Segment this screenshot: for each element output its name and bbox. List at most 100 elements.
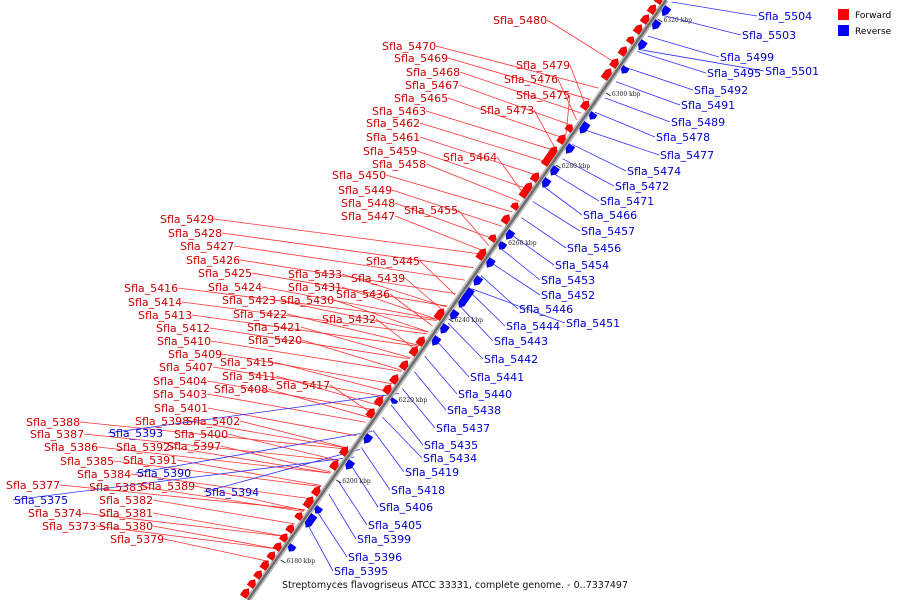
- gene-label-sfla-5449[interactable]: Sfla_5449: [338, 184, 392, 197]
- gene-label-sfla-5425[interactable]: Sfla_5425: [198, 267, 252, 280]
- gene-label-sfla-5437[interactable]: Sfla_5437: [436, 422, 490, 435]
- gene-label-sfla-5401[interactable]: Sfla_5401: [154, 402, 208, 415]
- gene-label-sfla-5380[interactable]: Sfla_5380: [99, 520, 153, 533]
- gene-label-sfla-5403[interactable]: Sfla_5403: [153, 388, 207, 401]
- gene-label-sfla-5429[interactable]: Sfla_5429: [160, 213, 214, 226]
- gene-label-sfla-5470[interactable]: Sfla_5470: [382, 40, 436, 53]
- gene-label-sfla-5398[interactable]: Sfla_5398: [135, 415, 189, 428]
- gene-label-sfla-5430[interactable]: Sfla_5430: [280, 294, 334, 307]
- gene-label-sfla-5466[interactable]: Sfla_5466: [583, 209, 637, 222]
- gene-label-sfla-5385[interactable]: Sfla_5385: [60, 455, 114, 468]
- gene-label-sfla-5418[interactable]: Sfla_5418: [391, 484, 445, 497]
- gene-label-sfla-5420[interactable]: Sfla_5420: [248, 334, 302, 347]
- gene-label-sfla-5421[interactable]: Sfla_5421: [247, 321, 301, 334]
- gene-label-sfla-5386[interactable]: Sfla_5386: [44, 441, 98, 454]
- gene-label-sfla-5377[interactable]: Sfla_5377: [6, 479, 60, 492]
- gene-label-sfla-5402[interactable]: Sfla_5402: [186, 415, 240, 428]
- gene-label-sfla-5443[interactable]: Sfla_5443: [494, 335, 548, 348]
- gene-label-sfla-5410[interactable]: Sfla_5410: [157, 335, 211, 348]
- gene-label-sfla-5439[interactable]: Sfla_5439: [351, 272, 405, 285]
- gene-label-sfla-5440[interactable]: Sfla_5440: [458, 388, 512, 401]
- gene-label-sfla-5417[interactable]: Sfla_5417: [276, 379, 330, 392]
- gene-label-sfla-5382[interactable]: Sfla_5382: [99, 494, 153, 507]
- gene-label-sfla-5431[interactable]: Sfla_5431: [288, 281, 342, 294]
- gene-label-sfla-5448[interactable]: Sfla_5448: [341, 197, 395, 210]
- gene-label-sfla-5412[interactable]: Sfla_5412: [156, 322, 210, 335]
- gene-label-sfla-5471[interactable]: Sfla_5471: [600, 195, 654, 208]
- gene-label-sfla-5461[interactable]: Sfla_5461: [366, 131, 420, 144]
- gene-label-sfla-5400[interactable]: Sfla_5400: [174, 428, 228, 441]
- gene-label-sfla-5423[interactable]: Sfla_5423: [222, 294, 276, 307]
- gene-label-sfla-5504[interactable]: Sfla_5504: [758, 10, 812, 23]
- gene-label-sfla-5478[interactable]: Sfla_5478: [656, 131, 710, 144]
- gene-label-sfla-5462[interactable]: Sfla_5462: [366, 117, 420, 130]
- gene-label-sfla-5394[interactable]: Sfla_5394: [205, 486, 259, 499]
- gene-label-sfla-5387[interactable]: Sfla_5387: [30, 428, 84, 441]
- gene-label-sfla-5390[interactable]: Sfla_5390: [137, 467, 191, 480]
- gene-label-sfla-5438[interactable]: Sfla_5438: [447, 404, 501, 417]
- gene-label-sfla-5455[interactable]: Sfla_5455: [404, 204, 458, 217]
- gene-label-sfla-5492[interactable]: Sfla_5492: [694, 84, 748, 97]
- gene-label-sfla-5375[interactable]: Sfla_5375: [14, 494, 68, 507]
- gene-label-sfla-5428[interactable]: Sfla_5428: [168, 227, 222, 240]
- gene-label-sfla-5473[interactable]: Sfla_5473: [480, 104, 534, 117]
- gene-label-sfla-5457[interactable]: Sfla_5457: [581, 225, 635, 238]
- gene-label-sfla-5480[interactable]: Sfla_5480: [493, 14, 547, 27]
- gene-label-sfla-5479[interactable]: Sfla_5479: [516, 59, 570, 72]
- gene-label-sfla-5454[interactable]: Sfla_5454: [555, 259, 609, 272]
- gene-label-sfla-5436[interactable]: Sfla_5436: [336, 288, 390, 301]
- gene-label-sfla-5406[interactable]: Sfla_5406: [379, 501, 433, 514]
- gene-label-sfla-5379[interactable]: Sfla_5379: [110, 533, 164, 546]
- gene-label-sfla-5419[interactable]: Sfla_5419: [405, 466, 459, 479]
- gene-label-sfla-5477[interactable]: Sfla_5477: [660, 149, 714, 162]
- gene-label-sfla-5424[interactable]: Sfla_5424: [208, 281, 262, 294]
- gene-label-sfla-5463[interactable]: Sfla_5463: [372, 105, 426, 118]
- gene-label-sfla-5435[interactable]: Sfla_5435: [424, 439, 478, 452]
- gene-label-sfla-5464[interactable]: Sfla_5464: [443, 151, 497, 164]
- gene-label-sfla-5475[interactable]: Sfla_5475: [516, 89, 570, 102]
- gene-label-sfla-5459[interactable]: Sfla_5459: [363, 145, 417, 158]
- gene-label-sfla-5491[interactable]: Sfla_5491: [681, 99, 735, 112]
- gene-label-sfla-5409[interactable]: Sfla_5409: [168, 348, 222, 361]
- gene-label-sfla-5468[interactable]: Sfla_5468: [406, 66, 460, 79]
- gene-label-sfla-5465[interactable]: Sfla_5465: [394, 92, 448, 105]
- gene-label-sfla-5422[interactable]: Sfla_5422: [233, 308, 287, 321]
- gene-label-sfla-5503[interactable]: Sfla_5503: [742, 29, 796, 42]
- gene-label-sfla-5499[interactable]: Sfla_5499: [720, 51, 774, 64]
- gene-label-sfla-5393[interactable]: Sfla_5393: [109, 427, 163, 440]
- gene-label-sfla-5495[interactable]: Sfla_5495: [707, 67, 761, 80]
- gene-label-sfla-5373[interactable]: Sfla_5373: [42, 520, 96, 533]
- gene-label-sfla-5452[interactable]: Sfla_5452: [541, 289, 595, 302]
- gene-label-sfla-5469[interactable]: Sfla_5469: [394, 52, 448, 65]
- gene-label-sfla-5408[interactable]: Sfla_5408: [214, 383, 268, 396]
- gene-label-sfla-5434[interactable]: Sfla_5434: [423, 452, 477, 465]
- gene-label-sfla-5447[interactable]: Sfla_5447: [341, 210, 395, 223]
- gene-label-sfla-5404[interactable]: Sfla_5404: [153, 375, 207, 388]
- gene-label-sfla-5458[interactable]: Sfla_5458: [372, 158, 426, 171]
- gene-label-sfla-5407[interactable]: Sfla_5407: [159, 361, 213, 374]
- gene-label-sfla-5474[interactable]: Sfla_5474: [627, 165, 681, 178]
- gene-label-sfla-5456[interactable]: Sfla_5456: [567, 242, 621, 255]
- gene-label-sfla-5399[interactable]: Sfla_5399: [357, 533, 411, 546]
- gene-label-sfla-5397[interactable]: Sfla_5397: [167, 440, 221, 453]
- gene-label-sfla-5405[interactable]: Sfla_5405: [368, 519, 422, 532]
- gene-label-sfla-5389[interactable]: Sfla_5389: [141, 480, 195, 493]
- gene-label-sfla-5392[interactable]: Sfla_5392: [116, 441, 170, 454]
- gene-label-sfla-5450[interactable]: Sfla_5450: [332, 169, 386, 182]
- gene-label-sfla-5384[interactable]: Sfla_5384: [77, 468, 131, 481]
- gene-label-sfla-5416[interactable]: Sfla_5416: [124, 282, 178, 295]
- gene-label-sfla-5374[interactable]: Sfla_5374: [28, 507, 82, 520]
- gene-label-sfla-5381[interactable]: Sfla_5381: [99, 507, 153, 520]
- gene-label-sfla-5426[interactable]: Sfla_5426: [186, 254, 240, 267]
- gene-label-sfla-5472[interactable]: Sfla_5472: [615, 180, 669, 193]
- gene-label-sfla-5442[interactable]: Sfla_5442: [484, 353, 538, 366]
- gene-label-sfla-5396[interactable]: Sfla_5396: [348, 551, 402, 564]
- gene-label-sfla-5501[interactable]: Sfla_5501: [765, 65, 819, 78]
- gene-label-sfla-5467[interactable]: Sfla_5467: [405, 79, 459, 92]
- gene-label-sfla-5441[interactable]: Sfla_5441: [470, 371, 524, 384]
- gene-label-sfla-5383[interactable]: Sfla_5383: [89, 481, 143, 494]
- gene-label-sfla-5451[interactable]: Sfla_5451: [566, 317, 620, 330]
- gene-label-sfla-5414[interactable]: Sfla_5414: [128, 296, 182, 309]
- gene-label-sfla-5433[interactable]: Sfla_5433: [288, 268, 342, 281]
- gene-label-sfla-5432[interactable]: Sfla_5432: [322, 313, 376, 326]
